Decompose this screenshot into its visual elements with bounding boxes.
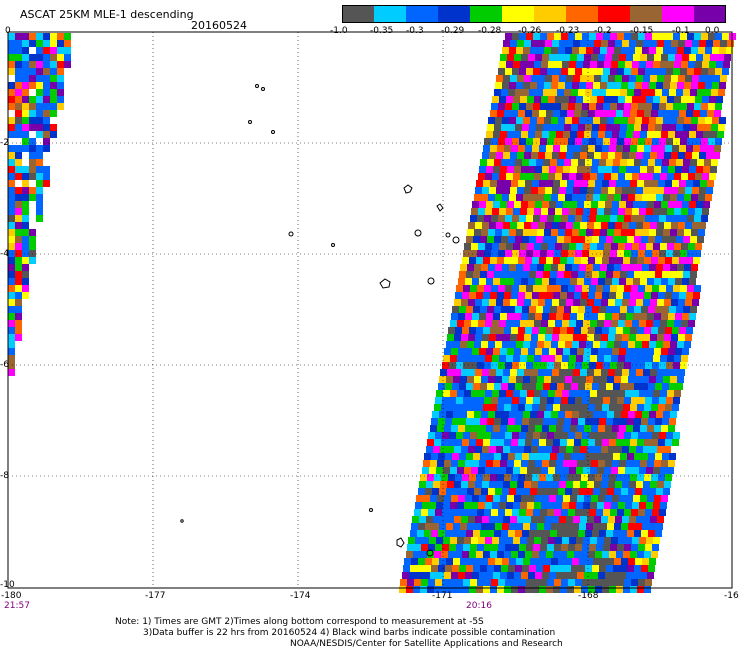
colorbar-label: -0.35 bbox=[370, 26, 394, 36]
y-tick-label: -6 bbox=[0, 360, 9, 370]
colorbar-swatch bbox=[502, 5, 535, 23]
colorbar-swatch bbox=[534, 5, 567, 23]
colorbar-label: -0.3 bbox=[406, 26, 424, 36]
colorbar-swatch bbox=[438, 5, 471, 23]
note-line-1: Note: 1) Times are GMT 2)Times along bot… bbox=[115, 617, 484, 627]
y-tick-label: -4 bbox=[0, 249, 9, 259]
colorbar-label: -0.28 bbox=[478, 26, 502, 36]
colorbar-swatch bbox=[470, 5, 503, 23]
colorbar bbox=[342, 5, 726, 23]
islands bbox=[180, 84, 460, 557]
colorbar-swatch bbox=[630, 5, 663, 23]
x-tick-label: -171 bbox=[432, 591, 453, 601]
graticule bbox=[8, 32, 732, 588]
y-tick-label: -10 bbox=[0, 580, 15, 590]
time-label-right: 20:16 bbox=[466, 601, 492, 611]
colorbar-swatch bbox=[566, 5, 599, 23]
colorbar-label: -0.29 bbox=[441, 26, 465, 36]
colorbar-swatch bbox=[342, 5, 375, 23]
time-label-left: 21:57 bbox=[4, 601, 30, 611]
x-tick-label: -168 bbox=[578, 591, 599, 601]
colorbar-label: -0.23 bbox=[556, 26, 580, 36]
x-tick-label: -174 bbox=[290, 591, 311, 601]
note-line-3: NOAA/NESDIS/Center for Satellite Applica… bbox=[290, 639, 563, 649]
chart-title: ASCAT 25KM MLE-1 descending bbox=[20, 8, 194, 21]
colorbar-label: -0.26 bbox=[518, 26, 542, 36]
colorbar-label: 0.0 bbox=[705, 26, 720, 36]
y-tick-label: 0 bbox=[5, 26, 11, 36]
x-tick-label: -177 bbox=[145, 591, 166, 601]
x-tick-label: -180 bbox=[1, 591, 22, 601]
colorbar-swatch bbox=[374, 5, 407, 23]
chart-date: 20160524 bbox=[191, 19, 247, 32]
colorbar-label: -0.1 bbox=[672, 26, 690, 36]
note-line-2: 3)Data buffer is 22 hrs from 20160524 4)… bbox=[143, 628, 556, 638]
colorbar-swatch bbox=[406, 5, 439, 23]
data-swaths bbox=[8, 33, 736, 593]
x-tick-label: -16 bbox=[724, 591, 739, 601]
colorbar-swatch bbox=[694, 5, 726, 23]
y-tick-label: -8 bbox=[0, 471, 9, 481]
colorbar-swatch bbox=[662, 5, 695, 23]
colorbar-label: -0.2 bbox=[594, 26, 612, 36]
colorbar-label: -0.15 bbox=[630, 26, 654, 36]
y-tick-label: -2 bbox=[0, 138, 9, 148]
colorbar-labels: -1.0 -0.35 -0.3 -0.29 -0.28 -0.26 -0.23 … bbox=[330, 26, 730, 38]
plot-frame bbox=[7, 31, 733, 589]
colorbar-label: -1.0 bbox=[330, 26, 348, 36]
colorbar-swatch bbox=[598, 5, 631, 23]
